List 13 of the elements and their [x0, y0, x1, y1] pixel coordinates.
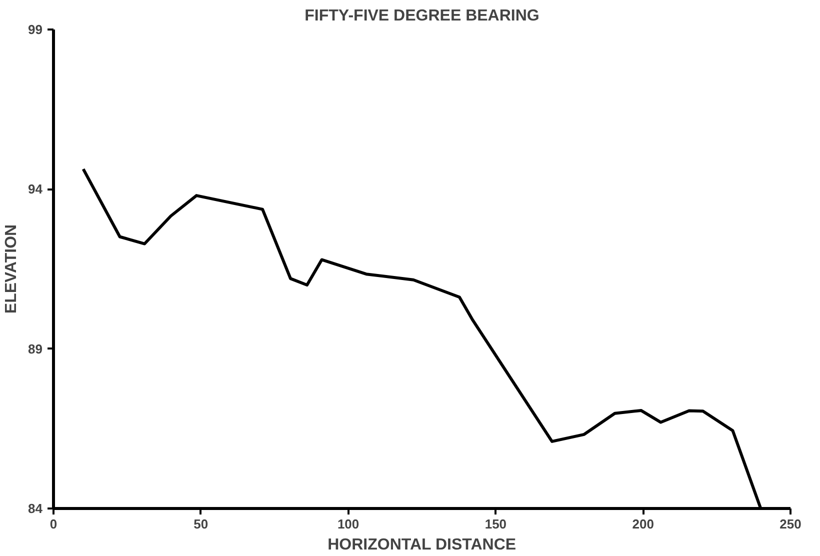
y-tick-label: 89	[28, 341, 43, 356]
y-tick-label: 84	[28, 501, 44, 516]
x-tick-label: 200	[632, 516, 654, 532]
x-tick-label: 50	[194, 516, 208, 532]
x-tick-label: 250	[780, 516, 802, 532]
y-tick-label: 99	[28, 22, 43, 37]
x-tick-label: 0	[50, 516, 58, 532]
y-tick-label: 94	[28, 182, 44, 197]
x-tick-label: 100	[337, 516, 360, 532]
y-axis-title: ELEVATION	[3, 224, 20, 314]
x-axis-title: HORIZONTAL DISTANCE	[328, 536, 516, 554]
x-tick-label: 150	[484, 516, 507, 532]
chart-title: FIFTY-FIVE DEGREE BEARING	[304, 8, 540, 24]
